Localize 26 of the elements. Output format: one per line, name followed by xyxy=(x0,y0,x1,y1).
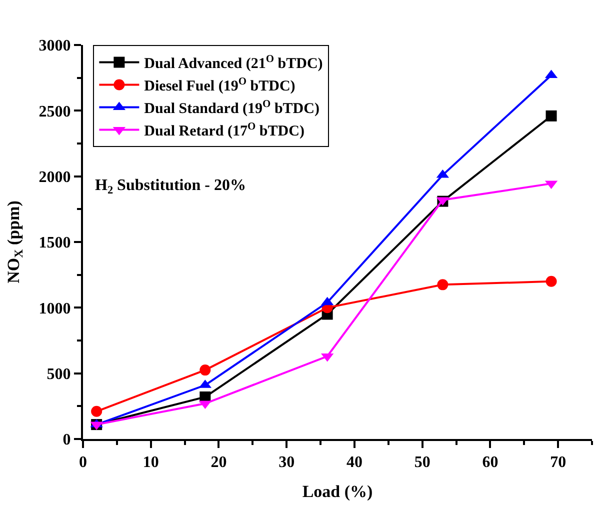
point xyxy=(437,279,448,290)
x-tick-label: 10 xyxy=(142,454,159,472)
point xyxy=(91,406,102,417)
point xyxy=(546,110,557,122)
y-tick-label: 1500 xyxy=(38,234,71,252)
x-tick-label: 40 xyxy=(346,454,362,472)
x-tick-label: 50 xyxy=(414,454,430,472)
y-tick-label: 1000 xyxy=(38,300,71,318)
x-tick-label: 20 xyxy=(210,454,227,472)
y-tick-label: 0 xyxy=(62,432,71,449)
legend-label: Dual Advanced (21$^{O}$ bTDC) xyxy=(144,54,323,72)
x-tick-label: 0 xyxy=(79,454,87,472)
annotation: H$_{2}$ Substitution - 20% xyxy=(95,177,246,196)
point xyxy=(200,364,211,376)
y-tick-label: 2500 xyxy=(38,103,71,120)
legend-label: Diesel Fuel (19$^{O}$ bTDC) xyxy=(144,76,296,95)
x-tick-label: 60 xyxy=(482,454,498,472)
legend-label: Dual Retard (17$^{O}$ bTDC) xyxy=(144,121,304,140)
y-tick-label: 3000 xyxy=(38,38,71,55)
x-tick-label: 30 xyxy=(278,454,295,472)
y-tick-label: 2000 xyxy=(38,168,71,186)
point xyxy=(546,276,557,287)
x-axis-title: Load (%) xyxy=(302,482,373,502)
legend-label: Dual Standard (19$^{O}$ bTDC) xyxy=(144,98,320,118)
x-tick-label: 70 xyxy=(550,454,566,472)
y-tick-label: 500 xyxy=(46,366,71,383)
